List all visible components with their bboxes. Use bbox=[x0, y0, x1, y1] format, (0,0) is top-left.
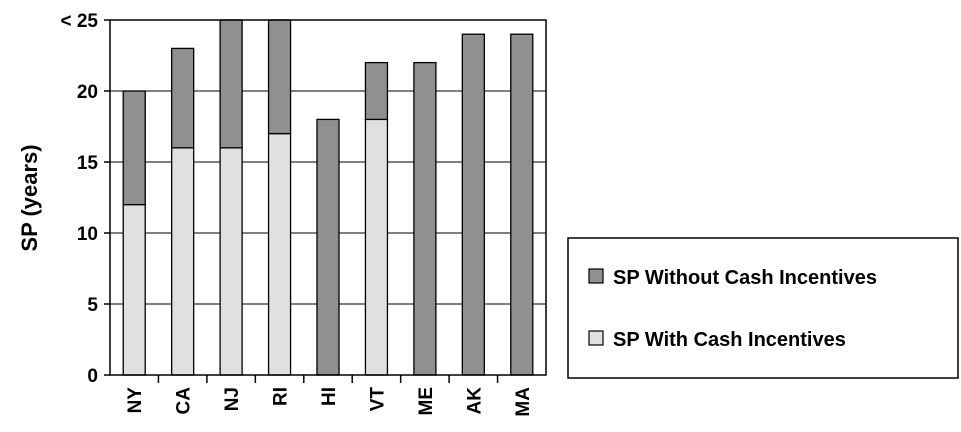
x-tick-label: VT bbox=[367, 387, 388, 412]
y-tick-label: 20 bbox=[77, 82, 98, 103]
bar-segment bbox=[219, 147, 243, 376]
y-tick-label: 10 bbox=[77, 224, 98, 245]
bar-segment bbox=[267, 19, 292, 135]
y-tick-label: 15 bbox=[77, 153, 99, 174]
x-tick-label: NJ bbox=[222, 387, 243, 411]
bar-segment bbox=[171, 147, 195, 376]
x-tick-label: NY bbox=[125, 387, 146, 414]
bar-segment bbox=[364, 118, 389, 376]
x-tick-label: HI bbox=[319, 387, 340, 406]
y-tick-label: 5 bbox=[87, 295, 98, 316]
legend-label-with: SP With Cash Incentives bbox=[613, 329, 846, 351]
bar-segment bbox=[316, 118, 340, 376]
legend-swatch-with bbox=[588, 330, 604, 346]
x-tick-label: ME bbox=[416, 387, 437, 416]
bar-segment bbox=[364, 61, 389, 121]
x-tick-label: AK bbox=[464, 387, 485, 415]
plot-area-frame bbox=[109, 19, 547, 376]
y-tick-label: 0 bbox=[87, 366, 98, 387]
x-axis-ticks: NY CA NJ RI HI VT ME AK MA bbox=[125, 375, 534, 417]
y-axis-ticks: 0 5 10 15 20 < 25 bbox=[60, 11, 110, 387]
y-tick-label: < 25 bbox=[60, 11, 98, 32]
x-tick-label: CA bbox=[174, 387, 195, 415]
bar-segment bbox=[413, 61, 437, 376]
bar-segment bbox=[267, 132, 292, 376]
bar-segment bbox=[510, 33, 534, 376]
legend: SP Without Cash Incentives SP With Cash … bbox=[567, 237, 959, 379]
bar-segment bbox=[122, 203, 146, 376]
bars bbox=[122, 19, 534, 376]
bar-segment bbox=[171, 47, 195, 149]
legend-box bbox=[567, 237, 959, 379]
x-tick-label: MA bbox=[513, 387, 534, 417]
bar-segment bbox=[219, 19, 243, 149]
bar-segment bbox=[122, 90, 146, 206]
y-axis-title: SP (years) bbox=[17, 144, 42, 251]
legend-label-without: SP Without Cash Incentives bbox=[613, 267, 877, 289]
bar-segment bbox=[461, 33, 485, 376]
x-tick-label: RI bbox=[271, 387, 292, 406]
legend-swatch-without bbox=[588, 268, 604, 284]
